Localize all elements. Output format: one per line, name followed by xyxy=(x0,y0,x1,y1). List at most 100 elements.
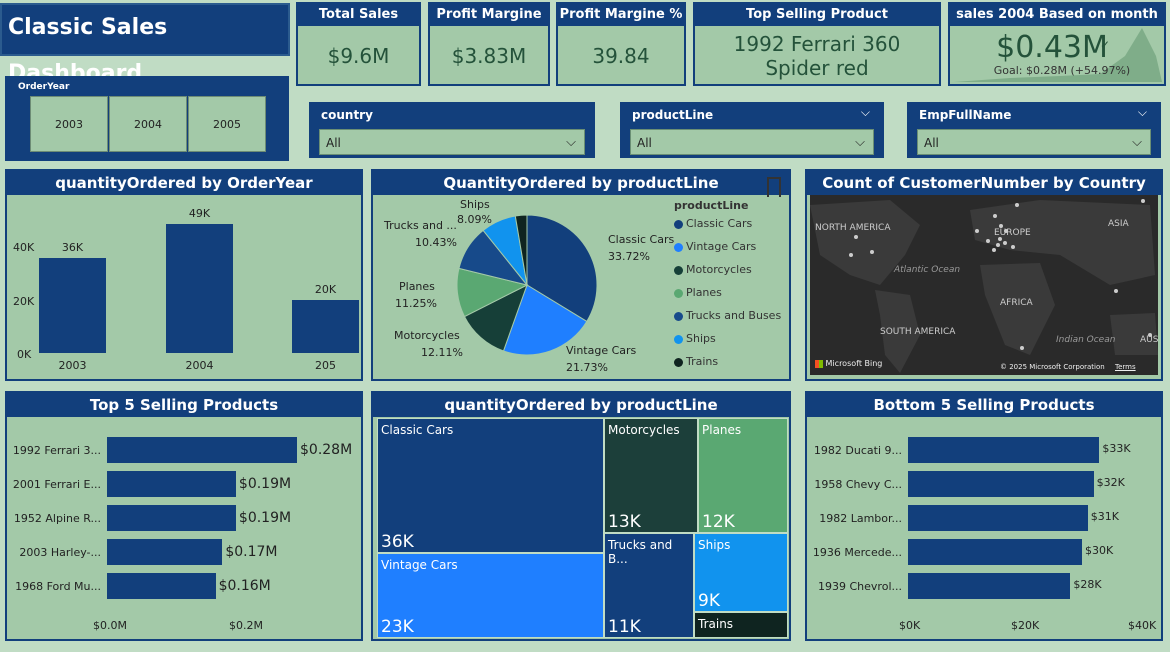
legend-item[interactable]: Motorcycles xyxy=(674,263,752,276)
pie-label-motorcycles: Motorcycles xyxy=(394,329,460,342)
category-label: 2001 Ferrari E... xyxy=(12,478,101,491)
treemap-value: 13K xyxy=(608,512,641,532)
product-bar[interactable] xyxy=(107,471,236,497)
bar-data-label: 49K xyxy=(188,206,211,220)
productline-dropdown[interactable]: All ⌵ xyxy=(630,129,874,155)
chevron-down-icon[interactable]: ⌵ xyxy=(1137,105,1147,119)
map-label: SOUTH AMERICA xyxy=(880,327,956,337)
product-bar[interactable] xyxy=(107,539,223,565)
treemap-cell-planes[interactable]: Planes 12K xyxy=(698,418,788,533)
treemap-cell-trains[interactable]: Trains xyxy=(694,612,788,638)
chevron-down-icon[interactable]: ⌵ xyxy=(860,105,870,119)
order-year-slicer: OrderYear 2003 2004 2005 xyxy=(5,76,289,161)
legend-item[interactable]: Ships xyxy=(674,332,716,345)
y-tick: 20K xyxy=(13,295,35,308)
legend-dot-icon xyxy=(674,242,683,252)
pie-pct-vintage: 21.73% xyxy=(566,361,608,374)
bar-data-label: $31K xyxy=(1090,510,1120,523)
pie-label-ships: Ships xyxy=(460,198,490,211)
bar-data-label: $0.19M xyxy=(238,510,292,526)
pie-pct-classic: 33.72% xyxy=(608,250,650,263)
treemap-cell-classic[interactable]: Classic Cars 36K xyxy=(377,418,604,553)
bottom5-panel: Bottom 5 Selling Products 1982 Ducati 9.… xyxy=(805,391,1163,641)
year-button-2004[interactable]: 2004 xyxy=(109,96,187,152)
bar-data-label: 36K xyxy=(61,240,84,254)
kpi-title: Profit Margine % xyxy=(558,4,684,26)
kpi-sales-2004: sales 2004 Based on month $0.43M ✓ Goal:… xyxy=(948,2,1166,86)
product-bar[interactable] xyxy=(107,505,236,531)
legend-item[interactable]: Classic Cars xyxy=(674,217,752,230)
legend-label: Trains xyxy=(686,355,719,368)
pie-panel: QuantityOrdered by productLine Ships 8.0… xyxy=(371,169,791,381)
legend-dot-icon xyxy=(674,288,683,298)
year-bar[interactable] xyxy=(292,300,359,353)
product-bar[interactable] xyxy=(908,471,1094,497)
empfullname-dropdown[interactable]: All ⌵ xyxy=(917,129,1151,155)
kpi-value: $3.83M xyxy=(451,44,527,68)
product-bar[interactable] xyxy=(908,573,1071,599)
legend-item[interactable]: Planes xyxy=(674,286,722,299)
treemap-cell-vintage[interactable]: Vintage Cars 23K xyxy=(377,553,604,638)
map-label: NORTH AMERICA xyxy=(815,223,891,233)
pie-label-planes: Planes xyxy=(399,280,435,293)
map-label: AUS xyxy=(1140,335,1158,345)
x-tick: 2003 xyxy=(58,359,87,372)
top-product-line2: Spider red xyxy=(765,56,869,80)
year-bar[interactable] xyxy=(166,223,233,353)
treemap-cell-ships[interactable]: Ships 9K xyxy=(694,533,788,612)
pie-slice-classic-cars[interactable] xyxy=(526,214,598,323)
productline-slicer: productLine ⌵ All ⌵ xyxy=(620,102,884,158)
legend-item[interactable]: Trains xyxy=(674,355,718,368)
country-dropdown[interactable]: All ⌵ xyxy=(319,129,585,155)
map-label: AFRICA xyxy=(1000,298,1033,308)
legend-dot-icon xyxy=(674,334,683,344)
product-bar[interactable] xyxy=(908,539,1082,565)
pie-pct-ships: 8.09% xyxy=(457,213,492,226)
bookmark-icon[interactable] xyxy=(767,177,781,197)
bar-data-label: $0.16M xyxy=(218,578,271,594)
bar-data-label: $0.17M xyxy=(225,544,278,560)
kpi-title: Total Sales xyxy=(298,4,419,26)
pie-slice-trains[interactable] xyxy=(514,214,528,286)
x-tick: $0.2M xyxy=(229,619,263,632)
windows-logo-icon xyxy=(815,359,823,368)
treemap-cell-motorcycles[interactable]: Motorcycles 13K xyxy=(604,418,698,533)
sales-2004-goal: Goal: $0.28M (+54.97%) xyxy=(993,64,1131,77)
kpi-top-selling-product: Top Selling Product 1992 Ferrari 360 Spi… xyxy=(693,2,941,86)
kpi-profit-margine-pct: Profit Margine % 39.84 xyxy=(556,2,686,86)
legend-dot-icon xyxy=(674,219,683,229)
year-bar[interactable] xyxy=(39,257,106,353)
legend-dot-icon xyxy=(674,311,683,321)
map-panel: Count of CustomerNumber by Country NORTH… xyxy=(805,169,1163,381)
map-label: EUROPE xyxy=(994,228,1031,238)
country-slicer: country All ⌵ xyxy=(309,102,595,158)
product-bar[interactable] xyxy=(107,437,297,463)
world-map[interactable]: NORTH AMERICA EUROPE ASIA Atlantic Ocean… xyxy=(810,195,1158,375)
map-label: Atlantic Ocean xyxy=(894,265,961,275)
panel-title: QuantityOrdered by productLine xyxy=(373,171,789,195)
treemap-value: 12K xyxy=(702,512,735,532)
treemap-name: Ships xyxy=(698,538,731,552)
year-button-2005[interactable]: 2005 xyxy=(188,96,266,152)
bar-data-label: $33K xyxy=(1102,442,1131,455)
country-label: country xyxy=(321,108,373,122)
check-icon: ✓ xyxy=(1100,38,1111,52)
pie-slice-vintage-cars[interactable] xyxy=(502,284,588,356)
product-bar[interactable] xyxy=(908,437,1100,463)
bar-data-label: $0.28M xyxy=(300,442,353,458)
qty-by-year-panel: quantityOrdered by OrderYear 40K 20K 0K … xyxy=(5,169,363,381)
treemap-cell-trucks[interactable]: Trucks and B... 11K xyxy=(604,533,694,638)
product-bar[interactable] xyxy=(107,573,216,599)
map-label: Indian Ocean xyxy=(1056,335,1116,345)
y-tick: 40K xyxy=(13,241,35,254)
top5-panel: Top 5 Selling Products 1992 Ferrari 3...… xyxy=(5,391,363,641)
legend-item[interactable]: Trucks and Buses xyxy=(674,309,781,322)
top-product-line1: 1992 Ferrari 360 xyxy=(733,32,901,56)
legend-item[interactable]: Vintage Cars xyxy=(674,240,756,253)
product-bar[interactable] xyxy=(908,505,1088,531)
panel-title: Top 5 Selling Products xyxy=(7,393,361,417)
year-button-2003[interactable]: 2003 xyxy=(30,96,108,152)
empfullname-slicer: EmpFullName ⌵ All ⌵ xyxy=(907,102,1161,158)
pie-chart xyxy=(456,214,598,356)
map-terms-link[interactable]: Terms xyxy=(1115,363,1136,371)
